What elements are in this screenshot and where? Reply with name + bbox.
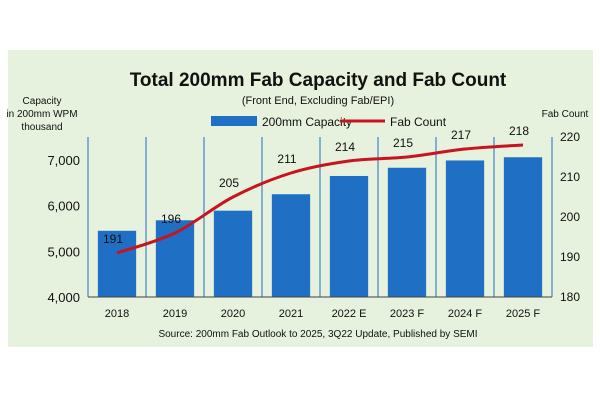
- chart-subtitle: (Front End, Excluding Fab/EPI): [242, 95, 394, 107]
- legend-label-fab-count: Fab Count: [390, 115, 447, 129]
- capacity-bar: [503, 157, 543, 297]
- capacity-bar: [329, 175, 369, 297]
- fab-count-label: 205: [219, 176, 239, 190]
- chart-title: Total 200mm Fab Capacity and Fab Count: [130, 70, 507, 91]
- fab-count-label: 196: [161, 212, 181, 226]
- x-tick-label: 2023 F: [390, 308, 425, 320]
- fab-count-label: 191: [103, 232, 123, 246]
- capacity-bar: [213, 210, 253, 297]
- fab-count-label: 211: [277, 152, 296, 166]
- chart-legend: 200mm Capacity Fab Count: [211, 115, 447, 129]
- y-right-tick-label: 200: [560, 210, 580, 224]
- y-left-axis-title-line2: in 200mm WPM: [6, 109, 77, 120]
- plot-area: 191 196 205 211 214 215 217 218 4,000 5,000 6,000 7…: [47, 124, 580, 320]
- chart-source-note: Source: 200mm Fab Outlook to 2025, 3Q22 …: [158, 329, 477, 340]
- x-tick-label: 2018: [105, 308, 129, 320]
- y-right-tick-label: 220: [560, 130, 580, 144]
- y-right-tick-label: 180: [560, 290, 580, 304]
- fab-count-label: 214: [335, 140, 355, 154]
- x-tick-label: 2020: [221, 308, 245, 320]
- y-left-tick-label: 4,000: [47, 290, 80, 305]
- capacity-bar: [97, 230, 137, 297]
- y-left-tick-label: 7,000: [47, 153, 80, 168]
- y-left-axis-title-line1: Capacity: [23, 96, 62, 107]
- x-tick-label: 2025 F: [506, 308, 541, 320]
- x-tick-label: 2024 F: [448, 308, 483, 320]
- y-left-tick-label: 5,000: [47, 244, 80, 259]
- y-left-axis-title-line3: thousand: [21, 122, 62, 133]
- fab-count-label: 217: [451, 128, 471, 142]
- legend-swatch-capacity: [211, 116, 257, 126]
- y-right-tick-label: 210: [560, 170, 580, 184]
- x-tick-label: 2022 E: [332, 308, 367, 320]
- capacity-bar: [387, 167, 427, 297]
- legend-label-capacity: 200mm Capacity: [262, 115, 352, 129]
- x-tick-label: 2021: [279, 308, 303, 320]
- capacity-bar: [445, 160, 485, 297]
- fab-count-label: 215: [393, 136, 413, 150]
- fab-count-line: [116, 143, 524, 255]
- y-right-axis-title: Fab Count: [542, 109, 589, 120]
- x-tick-label: 2019: [163, 308, 187, 320]
- y-right-tick-label: 190: [560, 250, 580, 264]
- y-left-tick-label: 6,000: [47, 199, 80, 214]
- capacity-bar: [271, 194, 311, 297]
- fab-count-label: 218: [509, 124, 529, 138]
